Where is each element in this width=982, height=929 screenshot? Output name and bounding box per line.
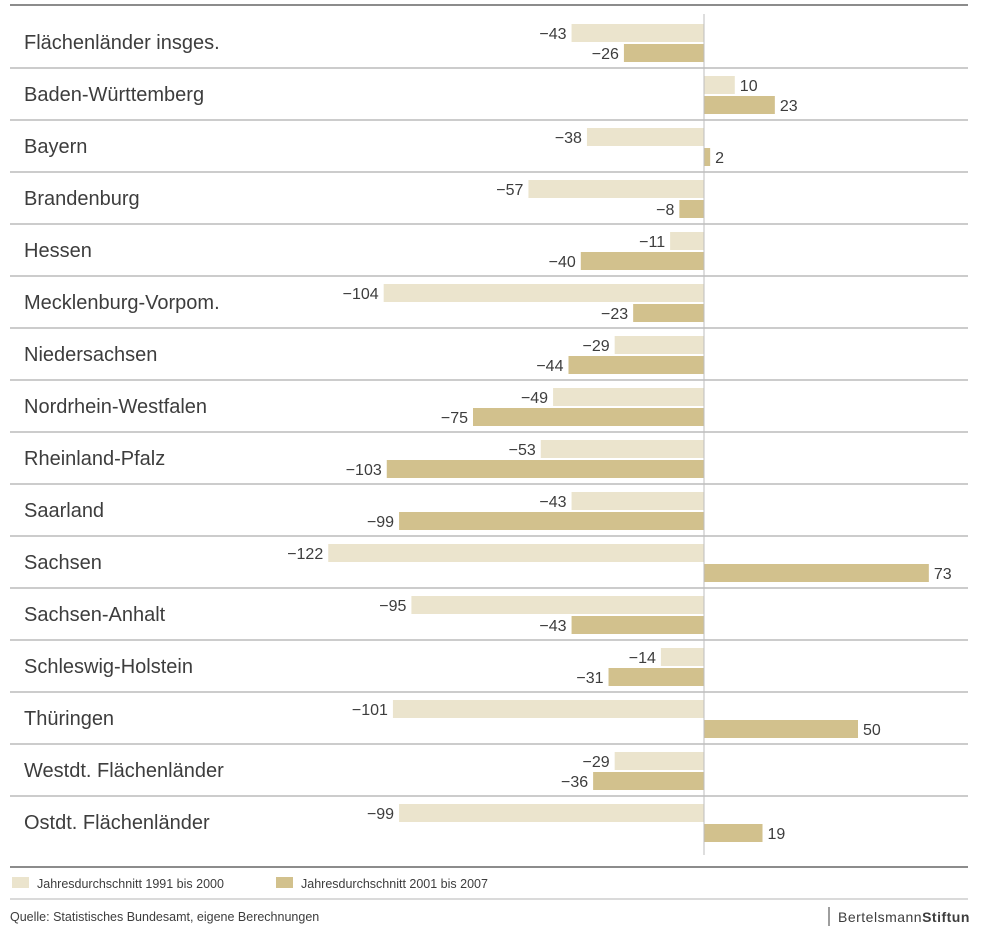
bar-mecklenburg-vorpom-1991-2000 bbox=[383, 284, 704, 302]
value-label-westdt-flachenlander-2001-2007: −36 bbox=[561, 774, 588, 791]
bar-schleswig-holstein-1991-2000 bbox=[660, 648, 704, 666]
bar-thuringen-2001-2007 bbox=[704, 720, 858, 738]
legend-label-2001-2007: Jahresdurchschnitt 2001 bis 2007 bbox=[301, 877, 488, 891]
row-label-rheinland-pfalz: Rheinland-Pfalz bbox=[24, 448, 165, 470]
value-label-flachenlander-insges-1991-2000: −43 bbox=[539, 26, 566, 43]
value-label-brandenburg-2001-2007: −8 bbox=[656, 202, 674, 219]
value-label-mecklenburg-vorpom-1991-2000: −104 bbox=[343, 286, 379, 303]
chart-rows: Flächenländer insges. −43 −26 Baden-Württem… bbox=[10, 24, 968, 843]
row-label-sachsen-anhalt: Sachsen-Anhalt bbox=[24, 604, 166, 626]
row-label-hessen: Hessen bbox=[24, 240, 92, 262]
row-label-westdt-flachenlander: Westdt. Flächenländer bbox=[24, 760, 224, 782]
value-label-thuringen-2001-2007: 50 bbox=[863, 722, 881, 739]
value-label-flachenlander-insges-2001-2007: −26 bbox=[592, 46, 619, 63]
bar-sachsen-1991-2000 bbox=[328, 544, 704, 562]
bar-thuringen-1991-2000 bbox=[392, 700, 704, 718]
bar-flachenlander-insges-1991-2000 bbox=[571, 24, 704, 42]
row-label-saarland: Saarland bbox=[24, 500, 104, 522]
value-label-bayern-1991-2000: −38 bbox=[555, 130, 582, 147]
value-label-nordrhein-westfalen-2001-2007: −75 bbox=[441, 410, 468, 427]
bar-ostdt-flachenlander-2001-2007 bbox=[704, 824, 763, 842]
bar-rheinland-pfalz-1991-2000 bbox=[540, 440, 704, 458]
bar-niedersachsen-1991-2000 bbox=[614, 336, 704, 354]
brand-name: BertelsmannStiftun bbox=[838, 909, 970, 925]
value-label-rheinland-pfalz-1991-2000: −53 bbox=[509, 442, 536, 459]
value-label-hessen-1991-2000: −11 bbox=[639, 234, 665, 251]
row-label-sachsen: Sachsen bbox=[24, 552, 102, 574]
value-label-schleswig-holstein-2001-2007: −31 bbox=[576, 670, 603, 687]
value-label-niedersachsen-2001-2007: −44 bbox=[536, 358, 563, 375]
value-label-brandenburg-1991-2000: −57 bbox=[496, 182, 523, 199]
bar-westdt-flachenlander-2001-2007 bbox=[593, 772, 704, 790]
row-label-baden-wurttemberg: Baden-Württemberg bbox=[24, 84, 204, 106]
value-label-rheinland-pfalz-2001-2007: −103 bbox=[346, 462, 382, 479]
legend-label-1991-2000: Jahresdurchschnitt 1991 bis 2000 bbox=[37, 877, 224, 891]
bar-nordrhein-westfalen-1991-2000 bbox=[553, 388, 704, 406]
value-label-mecklenburg-vorpom-2001-2007: −23 bbox=[601, 306, 628, 323]
legend-swatch-2001-2007 bbox=[276, 877, 293, 888]
bar-saarland-2001-2007 bbox=[399, 512, 704, 530]
bar-baden-wurttemberg-2001-2007 bbox=[704, 96, 775, 114]
brand-logo: BertelsmannStiftun bbox=[828, 907, 970, 926]
bar-ostdt-flachenlander-1991-2000 bbox=[399, 804, 704, 822]
brand-name-part1: Bertelsmann bbox=[838, 909, 922, 925]
value-label-nordrhein-westfalen-1991-2000: −49 bbox=[521, 390, 548, 407]
source-note: Quelle: Statistisches Bundesamt, eigene … bbox=[10, 910, 319, 924]
value-label-niedersachsen-1991-2000: −29 bbox=[583, 338, 610, 355]
brand-name-part2: Stiftun bbox=[922, 909, 970, 925]
row-label-bayern: Bayern bbox=[24, 136, 87, 158]
bar-saarland-1991-2000 bbox=[571, 492, 704, 510]
value-label-hessen-2001-2007: −40 bbox=[549, 254, 576, 271]
row-label-ostdt-flachenlander: Ostdt. Flächenländer bbox=[24, 812, 210, 834]
value-label-schleswig-holstein-1991-2000: −14 bbox=[629, 650, 656, 667]
bar-brandenburg-2001-2007 bbox=[679, 200, 704, 218]
value-label-sachsen-2001-2007: 73 bbox=[934, 566, 952, 583]
value-label-ostdt-flachenlander-2001-2007: 19 bbox=[768, 826, 786, 843]
value-label-saarland-1991-2000: −43 bbox=[539, 494, 566, 511]
row-label-brandenburg: Brandenburg bbox=[24, 188, 140, 210]
bar-brandenburg-1991-2000 bbox=[528, 180, 704, 198]
row-label-schleswig-holstein: Schleswig-Holstein bbox=[24, 656, 193, 678]
legend: Jahresdurchschnitt 1991 bis 2000 Jahresd… bbox=[12, 877, 488, 891]
row-label-thuringen: Thüringen bbox=[24, 708, 114, 730]
value-label-bayern-2001-2007: 2 bbox=[715, 150, 724, 167]
bar-hessen-1991-2000 bbox=[670, 232, 704, 250]
bar-hessen-2001-2007 bbox=[580, 252, 704, 270]
row-label-niedersachsen: Niedersachsen bbox=[24, 344, 157, 366]
row-label-mecklenburg-vorpom: Mecklenburg-Vorpom. bbox=[24, 292, 220, 314]
value-label-thuringen-1991-2000: −101 bbox=[352, 702, 388, 719]
bar-flachenlander-insges-2001-2007 bbox=[623, 44, 704, 62]
bar-niedersachsen-2001-2007 bbox=[568, 356, 704, 374]
value-label-sachsen-anhalt-2001-2007: −43 bbox=[539, 618, 566, 635]
value-label-baden-wurttemberg-1991-2000: 10 bbox=[740, 78, 758, 95]
value-label-sachsen-1991-2000: −122 bbox=[287, 546, 323, 563]
value-label-ostdt-flachenlander-1991-2000: −99 bbox=[367, 806, 394, 823]
value-label-westdt-flachenlander-1991-2000: −29 bbox=[583, 754, 610, 771]
row-label-flachenlander-insges: Flächenländer insges. bbox=[24, 32, 220, 54]
bar-westdt-flachenlander-1991-2000 bbox=[614, 752, 704, 770]
legend-swatch-1991-2000 bbox=[12, 877, 29, 888]
row-label-nordrhein-westfalen: Nordrhein-Westfalen bbox=[24, 396, 207, 418]
bar-sachsen-anhalt-2001-2007 bbox=[571, 616, 704, 634]
bar-bayern-1991-2000 bbox=[586, 128, 704, 146]
bar-baden-wurttemberg-1991-2000 bbox=[704, 76, 735, 94]
bar-sachsen-2001-2007 bbox=[704, 564, 929, 582]
value-label-baden-wurttemberg-2001-2007: 23 bbox=[780, 98, 798, 115]
value-label-sachsen-anhalt-1991-2000: −95 bbox=[379, 598, 406, 615]
bar-bayern-2001-2007 bbox=[704, 148, 711, 166]
bar-sachsen-anhalt-1991-2000 bbox=[411, 596, 704, 614]
bar-schleswig-holstein-2001-2007 bbox=[608, 668, 704, 686]
value-label-saarland-2001-2007: −99 bbox=[367, 514, 394, 531]
bar-nordrhein-westfalen-2001-2007 bbox=[473, 408, 704, 426]
bar-rheinland-pfalz-2001-2007 bbox=[386, 460, 704, 478]
bar-mecklenburg-vorpom-2001-2007 bbox=[633, 304, 704, 322]
